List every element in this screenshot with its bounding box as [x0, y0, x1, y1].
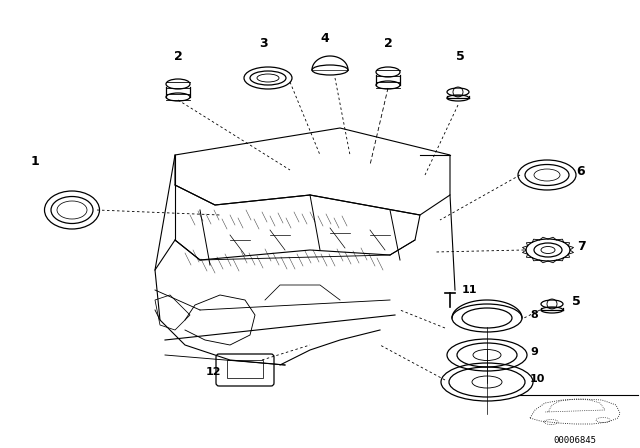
Text: 7: 7	[577, 240, 586, 253]
Text: 12: 12	[206, 367, 221, 377]
Bar	[227, 360, 263, 378]
Text: 1: 1	[31, 155, 40, 168]
Text: 11: 11	[462, 285, 477, 295]
Text: 4: 4	[321, 32, 330, 45]
Text: 5: 5	[572, 295, 580, 308]
Text: 10: 10	[530, 374, 545, 384]
Text: 3: 3	[259, 37, 268, 50]
Text: 9: 9	[530, 347, 538, 357]
Text: 8: 8	[530, 310, 538, 320]
Text: 00006845: 00006845	[554, 436, 596, 445]
Text: 6: 6	[576, 165, 584, 178]
Text: 2: 2	[173, 50, 182, 63]
Text: 2: 2	[383, 37, 392, 50]
Text: 5: 5	[456, 50, 465, 63]
